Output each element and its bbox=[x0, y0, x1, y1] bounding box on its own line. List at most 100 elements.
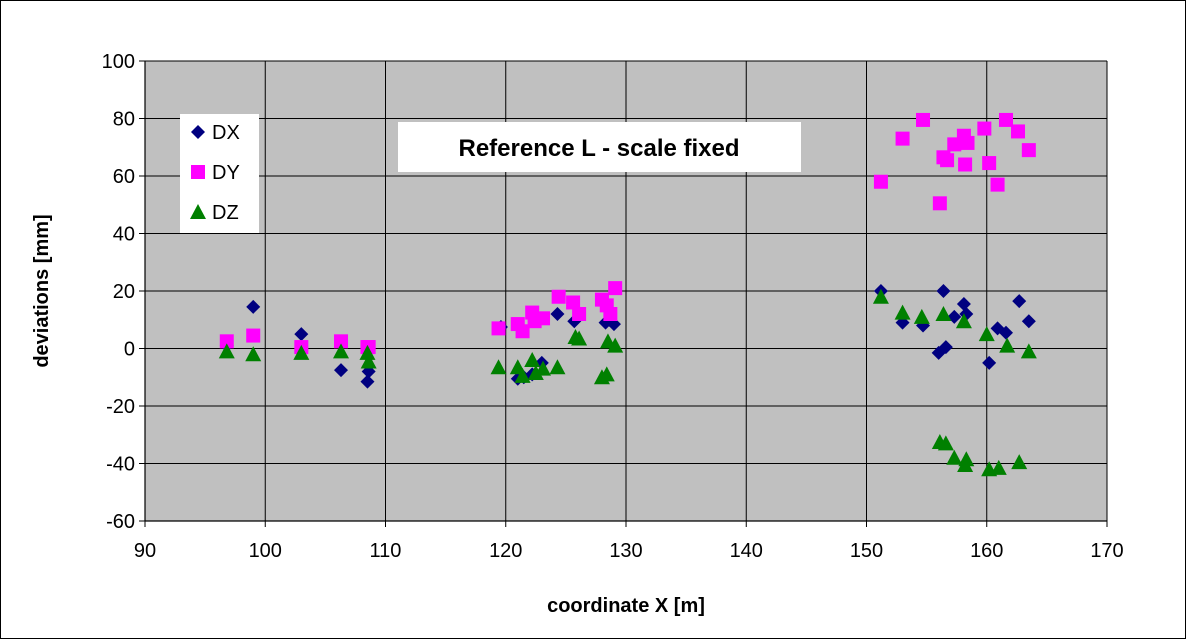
legend-marker-dy bbox=[191, 165, 205, 179]
data-point-dy bbox=[977, 121, 992, 136]
series-dz bbox=[218, 288, 1037, 477]
data-point-dx bbox=[1021, 314, 1036, 329]
data-point-dz bbox=[514, 367, 531, 383]
x-tick-label: 130 bbox=[609, 540, 642, 562]
data-point-dz bbox=[218, 343, 235, 359]
legend-item-dy: DY bbox=[191, 162, 240, 184]
data-point-dy bbox=[940, 153, 955, 168]
data-point-dx bbox=[998, 325, 1013, 340]
data-point-dx bbox=[956, 296, 971, 311]
y-tick-label: 0 bbox=[124, 339, 135, 361]
data-point-dz bbox=[607, 337, 624, 353]
data-point-dz bbox=[524, 352, 541, 367]
series-layer bbox=[218, 112, 1037, 477]
data-point-dy bbox=[603, 307, 618, 321]
legend-item-dz: DZ bbox=[190, 202, 239, 224]
legend: DX DY DZ bbox=[180, 114, 259, 233]
data-point-dz bbox=[245, 346, 262, 362]
x-tick-label: 160 bbox=[970, 540, 1003, 562]
data-point-dx bbox=[550, 307, 565, 321]
data-point-dy bbox=[932, 196, 947, 211]
data-point-dz bbox=[935, 306, 952, 321]
data-point-dz bbox=[333, 343, 350, 359]
x-tick-label: 100 bbox=[249, 540, 282, 562]
data-point-dy bbox=[873, 174, 888, 189]
x-tick-label: 90 bbox=[134, 540, 156, 562]
x-axis-title: coordinate X [m] bbox=[547, 595, 705, 617]
data-point-dz bbox=[360, 353, 377, 369]
data-point-dy bbox=[960, 135, 975, 150]
data-point-dx bbox=[246, 299, 261, 314]
legend-marker-dx bbox=[191, 125, 205, 139]
data-point-dy bbox=[491, 321, 506, 336]
data-point-dy bbox=[572, 307, 587, 321]
y-tick-label: 100 bbox=[102, 51, 135, 73]
data-point-dz bbox=[990, 459, 1007, 475]
x-tick-label: 170 bbox=[1090, 540, 1123, 562]
data-point-dz bbox=[359, 344, 376, 360]
legend-marker-dz bbox=[190, 204, 206, 219]
legend-label-dy: DY bbox=[212, 162, 240, 184]
y-tick-label: 80 bbox=[113, 109, 135, 131]
data-point-dy bbox=[916, 112, 931, 127]
data-point-dy bbox=[895, 131, 910, 146]
axes bbox=[139, 60, 1108, 527]
data-point-dz bbox=[527, 364, 544, 380]
data-point-dz bbox=[1011, 454, 1028, 470]
y-tick-label: 40 bbox=[113, 224, 135, 246]
data-point-dx bbox=[982, 355, 997, 370]
data-point-dx bbox=[294, 327, 309, 342]
data-point-dz bbox=[937, 435, 954, 451]
y-tick-label: -40 bbox=[106, 454, 135, 476]
legend-label-dx: DX bbox=[212, 122, 240, 144]
data-point-dz bbox=[293, 344, 310, 360]
chart-title: Reference L - scale fixed bbox=[458, 135, 739, 162]
y-axis-title: deviations [mm] bbox=[31, 214, 53, 367]
data-point-dy bbox=[982, 156, 997, 171]
data-point-dy bbox=[998, 112, 1013, 127]
y-tick-label: 60 bbox=[113, 166, 135, 188]
data-point-dy bbox=[990, 177, 1005, 192]
y-tick-label: 20 bbox=[113, 281, 135, 303]
data-point-dz bbox=[894, 304, 911, 320]
data-point-dz bbox=[999, 337, 1016, 353]
data-point-dz bbox=[957, 456, 974, 472]
data-point-dz bbox=[490, 359, 507, 375]
x-tick-label: 120 bbox=[489, 540, 522, 562]
data-point-dz bbox=[978, 326, 995, 342]
data-point-dy bbox=[958, 157, 973, 172]
data-point-dz bbox=[872, 288, 889, 304]
data-point-dz bbox=[913, 308, 930, 324]
data-point-dy bbox=[551, 289, 566, 304]
data-point-dy bbox=[536, 311, 551, 326]
data-point-dz bbox=[598, 366, 615, 382]
x-tick-labels: 90 100 110 120 130 140 150 160 170 bbox=[134, 540, 1124, 562]
x-tick-label: 110 bbox=[370, 540, 402, 562]
data-point-dz bbox=[946, 449, 963, 465]
series-dy bbox=[219, 112, 1036, 355]
data-point-dx bbox=[360, 374, 375, 389]
x-tick-label: 140 bbox=[730, 540, 763, 562]
data-point-dx bbox=[936, 284, 951, 298]
data-point-dx bbox=[334, 363, 349, 378]
legend-item-dx: DX bbox=[191, 122, 240, 144]
data-point-dy bbox=[608, 281, 623, 296]
y-tick-label: -60 bbox=[106, 511, 135, 533]
chart-title-background bbox=[398, 122, 801, 172]
data-point-dz bbox=[1020, 343, 1037, 359]
data-point-dy bbox=[1011, 124, 1026, 139]
data-point-dx bbox=[1012, 294, 1027, 309]
x-tick-label: 150 bbox=[850, 540, 883, 562]
data-point-dy bbox=[1021, 143, 1036, 158]
y-tick-label: -20 bbox=[106, 396, 135, 418]
data-point-dy bbox=[566, 295, 581, 310]
data-point-dy bbox=[246, 328, 261, 343]
data-point-dy bbox=[334, 334, 349, 349]
legend-label-dz: DZ bbox=[212, 202, 239, 224]
data-point-dy bbox=[219, 334, 234, 349]
data-point-dx bbox=[938, 340, 953, 355]
data-point-dz bbox=[955, 313, 972, 329]
data-point-dz bbox=[535, 360, 552, 376]
data-point-dy bbox=[515, 324, 530, 339]
